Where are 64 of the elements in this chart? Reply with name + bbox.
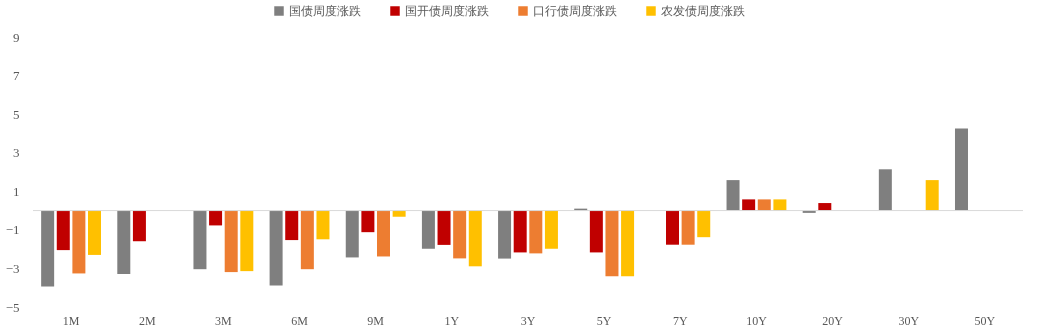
x-tick-label: 7Y [672, 313, 688, 328]
bar [117, 210, 131, 275]
legend-label: 口行债周度涨跌 [533, 4, 617, 18]
bar [285, 210, 299, 241]
x-tick-label: 50Y [974, 313, 996, 328]
bar [193, 210, 207, 270]
bar [726, 180, 740, 211]
bar [437, 210, 451, 245]
bar [269, 210, 283, 286]
bar [132, 210, 146, 242]
x-tick-label: 10Y [746, 313, 768, 328]
bar [589, 210, 603, 253]
bar [498, 210, 512, 259]
bar [345, 210, 359, 258]
bar [316, 210, 330, 240]
bar [377, 210, 390, 257]
bar [544, 210, 558, 249]
bar [453, 210, 467, 259]
x-tick-label: 20Y [822, 313, 844, 328]
bar [742, 199, 756, 211]
bar [72, 210, 86, 274]
x-tick-label: 6M [291, 313, 309, 328]
bar [224, 210, 238, 273]
bar [954, 128, 968, 211]
bar [41, 210, 55, 287]
x-tick-label: 3M [215, 313, 233, 328]
bar [468, 210, 482, 267]
x-tick-label: 1Y [444, 313, 460, 328]
y-tick-label: 3 [13, 145, 20, 161]
y-tick-label: 7 [13, 68, 20, 84]
legend-label: 国开债周度涨跌 [405, 4, 489, 18]
y-tick-label: 1 [13, 183, 20, 199]
bar [666, 210, 679, 245]
bar [757, 199, 771, 211]
x-tick-label: 3Y [520, 313, 536, 328]
bar [621, 210, 635, 277]
bar [605, 210, 619, 277]
bar [513, 210, 527, 253]
bar [240, 210, 254, 272]
bar [421, 210, 435, 249]
bar [681, 210, 695, 245]
bar [300, 210, 314, 270]
x-tick-label: 2M [138, 313, 156, 328]
y-tick-label: −5 [5, 299, 20, 315]
bar [56, 210, 70, 251]
bar [361, 210, 375, 233]
y-tick-label: 9 [13, 29, 20, 45]
bar [773, 199, 787, 211]
bar [529, 210, 543, 254]
x-tick-label: 30Y [898, 313, 920, 328]
legend-label: 农发债周度涨跌 [661, 4, 745, 18]
bar [925, 180, 939, 211]
x-tick-label: 1M [62, 313, 80, 328]
bar [697, 210, 711, 238]
bar [392, 210, 406, 217]
legend-label: 国债周度涨跌 [289, 4, 361, 18]
x-tick-label: 9M [367, 313, 385, 328]
bar [209, 210, 223, 226]
bar [88, 210, 102, 255]
y-tick-label: 5 [13, 106, 20, 122]
y-tick-label: −1 [5, 222, 20, 238]
bar [878, 169, 892, 211]
y-tick-label: −3 [5, 260, 20, 276]
x-tick-label: 5Y [596, 313, 612, 328]
